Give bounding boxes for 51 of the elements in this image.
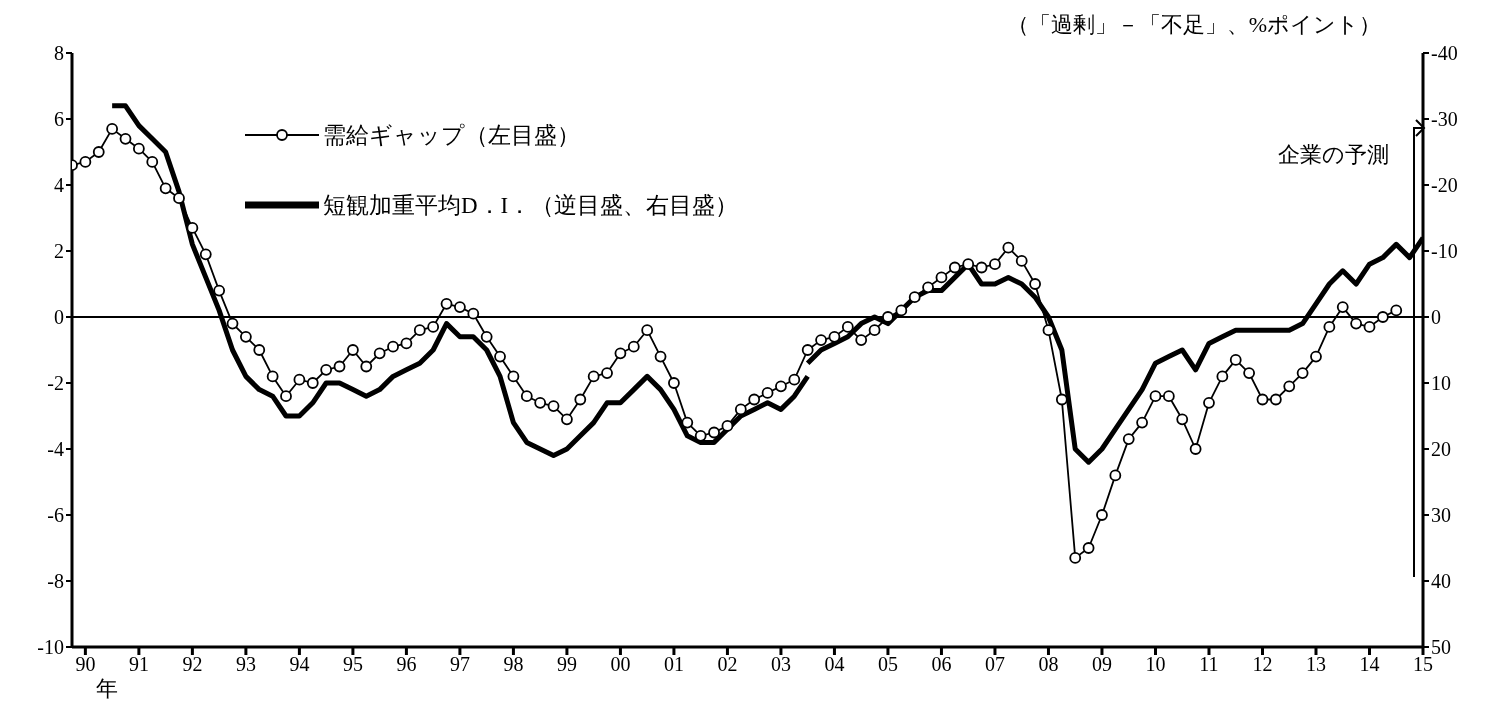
y-tick-label: -4 <box>47 438 64 461</box>
y-tick-label: 8 <box>54 42 64 65</box>
y-tick-label: -8 <box>47 570 64 593</box>
y2-tick-label: -20 <box>1431 174 1458 197</box>
y2-tick-label: 20 <box>1431 438 1451 461</box>
y2-tick-label: 50 <box>1431 636 1451 659</box>
y-tick-label: 4 <box>54 174 64 197</box>
x-tick-label: 97 <box>449 653 470 676</box>
x-tick-label: 03 <box>770 653 791 676</box>
x-tick-label: 91 <box>128 653 149 676</box>
annotation: 企業の予測 <box>1278 141 1389 169</box>
x-tick-label: 05 <box>877 653 898 676</box>
x-tick-label: 10 <box>1145 653 1166 676</box>
y-tick-label: 6 <box>54 108 64 131</box>
x-tick-label: 90 <box>75 653 96 676</box>
y-tick-label: -2 <box>47 372 64 395</box>
y2-tick-label: -40 <box>1431 42 1458 65</box>
y2-tick-label: -10 <box>1431 240 1458 263</box>
x-tick-label: 93 <box>235 653 256 676</box>
x-tick-label: 95 <box>342 653 363 676</box>
x-tick-label: 94 <box>289 653 310 676</box>
x-tick-label: 98 <box>503 653 524 676</box>
x-tick-label: 15 <box>1413 653 1433 676</box>
y2-tick-label: -30 <box>1431 108 1458 131</box>
x-tick-label: 92 <box>182 653 203 676</box>
x-tick-label: 06 <box>931 653 952 676</box>
y2-tick-label: 30 <box>1431 504 1451 527</box>
text: 年 <box>96 675 118 703</box>
x-tick-label: 11 <box>1199 653 1219 676</box>
x-tick-label: 08 <box>1038 653 1059 676</box>
y-tick-label: 2 <box>54 240 64 263</box>
text: （「過剰」－「不足」、%ポイント） <box>1006 11 1381 39</box>
y-tick-label: -6 <box>47 504 64 527</box>
x-tick-label: 96 <box>396 653 417 676</box>
x-tick-label: 00 <box>610 653 631 676</box>
y2-tick-label: 0 <box>1431 306 1441 329</box>
legend-label: 需給ギャップ（左目盛） <box>323 121 580 150</box>
x-tick-label: 04 <box>824 653 845 676</box>
x-tick-label: 14 <box>1359 653 1380 676</box>
x-tick-label: 13 <box>1305 653 1326 676</box>
legend-label: 短観加重平均D．I．（逆目盛、右目盛） <box>323 191 739 220</box>
y2-tick-label: 10 <box>1431 372 1451 395</box>
y2-tick-label: 40 <box>1431 570 1451 593</box>
x-tick-label: 02 <box>717 653 738 676</box>
x-tick-label: 12 <box>1252 653 1273 676</box>
x-tick-label: 01 <box>663 653 684 676</box>
y-tick-label: -10 <box>37 636 64 659</box>
x-tick-label: 07 <box>984 653 1005 676</box>
x-tick-label: 99 <box>556 653 577 676</box>
y-tick-label: 0 <box>54 306 64 329</box>
x-tick-label: 09 <box>1091 653 1112 676</box>
